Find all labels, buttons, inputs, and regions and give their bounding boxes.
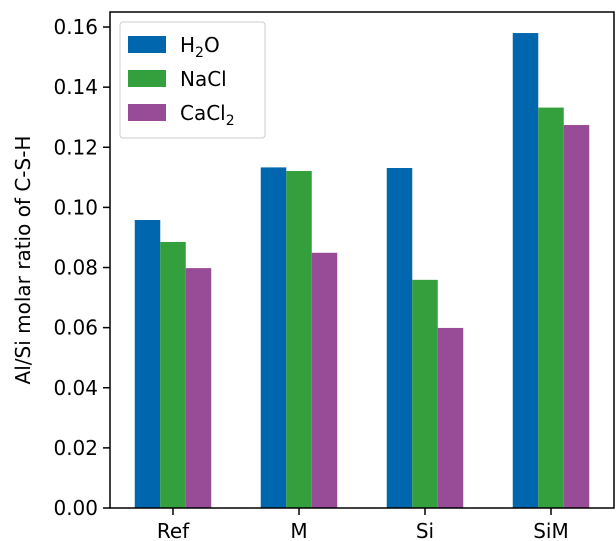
legend-label: NaCl — [180, 67, 227, 91]
legend-label: H2O — [180, 33, 220, 61]
legend: H2O NaCl CaCl2 — [119, 21, 266, 139]
y-tick-label: 0.12 — [53, 135, 98, 159]
y-axis-title: Al/Si molar ratio of C-S-H — [11, 136, 35, 385]
bar-cacl2-m — [311, 252, 338, 508]
bar-cacl2-ref — [185, 268, 212, 508]
bar-nacl-m — [286, 171, 312, 508]
y-tick-label: 0.00 — [53, 496, 98, 520]
x-tick-label: Si — [416, 519, 434, 541]
y-tick-label: 0.02 — [53, 436, 98, 460]
bar-nacl-si — [412, 279, 438, 508]
x-tick-label: SiM — [533, 519, 569, 541]
legend-swatch — [128, 36, 166, 53]
bar-cacl2-si — [437, 327, 464, 508]
y-tick-label: 0.16 — [53, 15, 98, 39]
axes-layer — [109, 11, 615, 509]
y-tick-label: 0.06 — [53, 316, 98, 340]
bars-layer — [134, 33, 590, 508]
bar-h2o-sim — [512, 33, 539, 508]
ticks-layer: 0.00 0.02 0.04 0.06 0.08 0.10 0.12 0.14 0.16 Ref M… — [53, 15, 568, 541]
legend-swatch — [128, 70, 166, 87]
legend-swatch — [128, 104, 166, 121]
y-tick-label: 0.04 — [53, 376, 98, 400]
x-tick-label: Ref — [157, 519, 190, 541]
bar-h2o-ref — [134, 220, 161, 508]
x-tick-label: M — [290, 519, 307, 541]
y-tick-label: 0.10 — [53, 195, 98, 219]
legend-label: CaCl2 — [180, 101, 235, 129]
bar-nacl-sim — [538, 107, 564, 508]
bar-cacl2-sim — [563, 125, 590, 508]
bar-h2o-m — [260, 167, 287, 508]
bar-h2o-si — [386, 168, 413, 508]
bar-nacl-ref — [160, 241, 186, 508]
y-tick-label: 0.08 — [53, 256, 98, 280]
plot-frame — [109, 11, 615, 509]
y-tick-label: 0.14 — [53, 75, 98, 99]
